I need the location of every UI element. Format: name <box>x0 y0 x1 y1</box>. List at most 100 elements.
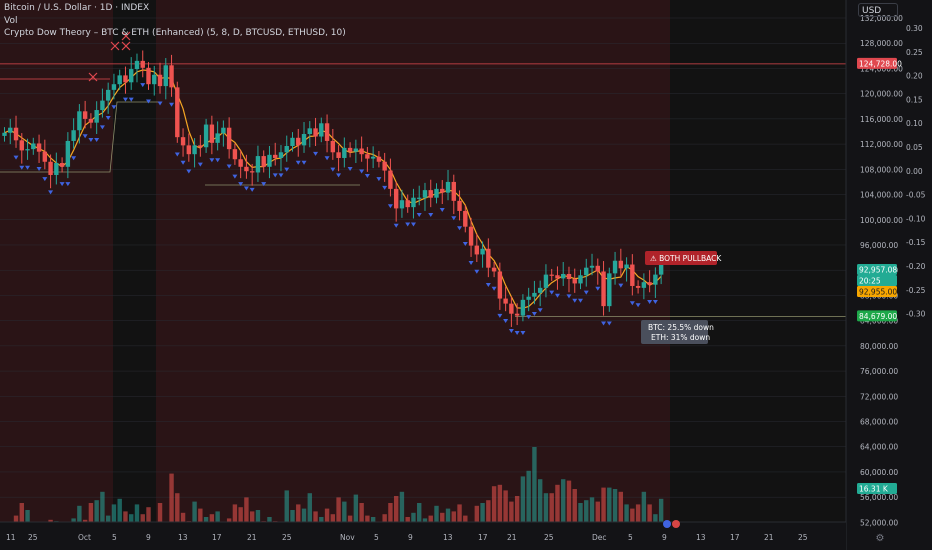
price-tick: 124,000.00 <box>860 64 903 73</box>
candle-body <box>417 197 422 199</box>
signal-triangles <box>13 83 658 335</box>
candle-body <box>31 143 36 150</box>
time-tick: 21 <box>764 533 774 542</box>
candle-body <box>486 248 491 268</box>
volume-badge-text: 16.31 K <box>859 485 889 494</box>
candle-body <box>509 303 514 314</box>
candle-body <box>249 171 255 173</box>
bear-zone-left <box>0 0 113 522</box>
candle-body <box>330 140 336 153</box>
volume-bar <box>658 498 664 538</box>
down-triangle <box>618 283 624 288</box>
volume-bar <box>624 504 629 538</box>
cross-marker <box>88 72 98 82</box>
candle-body <box>411 197 416 208</box>
indicator-tick: -0.05 <box>906 191 926 200</box>
down-triangle <box>301 160 307 165</box>
volume-bar <box>537 479 543 538</box>
down-triangle <box>531 312 537 317</box>
candle-body <box>618 260 624 269</box>
price-tick: 68,000.00 <box>860 418 898 427</box>
drawdown-box <box>641 320 708 344</box>
volume-bar <box>284 490 289 538</box>
down-triangle <box>526 315 532 320</box>
price-tick: 96,000.00 <box>860 241 898 250</box>
candle-body <box>59 163 65 167</box>
time-tick: 21 <box>247 533 257 542</box>
time-tick: 13 <box>443 533 453 542</box>
volume-bar <box>566 480 572 538</box>
price-tick: 112,000.00 <box>860 140 903 149</box>
volume-badge: 16.31 K <box>857 483 897 494</box>
down-triangle <box>347 167 353 172</box>
us-flag-icon <box>663 520 671 528</box>
down-triangle <box>652 300 658 305</box>
candle-body <box>19 140 24 151</box>
candle-body <box>42 151 48 162</box>
candle-body <box>347 147 353 152</box>
down-triangle <box>42 177 48 182</box>
volume-bar <box>94 500 99 538</box>
volume-bar <box>192 501 197 538</box>
candle-body <box>463 210 468 227</box>
prev-price-badge-bg <box>857 286 897 297</box>
down-triangle <box>278 173 284 178</box>
down-triangle <box>313 151 319 156</box>
down-triangle <box>25 165 31 170</box>
volume-bar <box>169 473 174 538</box>
down-triangle <box>647 300 653 305</box>
down-triangle <box>249 187 255 192</box>
volume-bar <box>555 484 560 538</box>
price-tick: 116,000.00 <box>860 115 903 124</box>
resistance-badge-bg <box>857 57 897 69</box>
time-tick: Oct <box>78 533 91 542</box>
indicator-tick: -0.25 <box>906 286 926 295</box>
gear-icon[interactable]: ⚙ <box>875 533 885 544</box>
volume-bar <box>399 491 405 538</box>
down-triangle <box>174 152 180 157</box>
down-triangle <box>410 222 416 227</box>
candle-body <box>370 156 376 159</box>
volume-bar <box>486 500 491 538</box>
volume-bar <box>388 503 393 538</box>
volume-bar <box>19 503 24 538</box>
countdown-badge: 20:25 <box>857 275 897 286</box>
candle-body <box>647 282 652 285</box>
candle-body <box>491 267 497 272</box>
candle-body <box>134 60 140 70</box>
volume-legend: Vol <box>4 16 18 26</box>
down-triangle <box>462 242 468 247</box>
candle-body <box>353 148 359 152</box>
candle-body <box>13 127 19 141</box>
time-tick: 21 <box>507 533 517 542</box>
down-triangle <box>514 330 520 335</box>
candle-body <box>48 161 53 175</box>
volume-bar <box>491 486 497 538</box>
down-triangle <box>416 213 422 218</box>
volume-bar <box>641 491 647 538</box>
candle-body <box>549 274 554 276</box>
down-triangle <box>635 303 641 308</box>
volume-bar <box>549 493 554 538</box>
currency-button[interactable]: USD <box>858 3 898 17</box>
candle-body <box>601 271 606 307</box>
candle-body <box>169 65 174 88</box>
volume-bar <box>543 493 549 538</box>
time-tick: 9 <box>662 533 667 542</box>
indicator-tick: 0.15 <box>906 95 923 104</box>
last-price-badge-text: 92,957.08 <box>859 266 897 275</box>
down-triangle <box>457 226 463 231</box>
volume-bar <box>111 504 117 538</box>
candle-body <box>261 156 266 167</box>
volume-bar <box>359 503 364 538</box>
volume-bar <box>117 498 122 538</box>
candle-body <box>77 111 82 131</box>
time-tick: 9 <box>408 533 413 542</box>
time-tick: 13 <box>696 533 706 542</box>
candle-body <box>532 292 537 297</box>
volume-bar <box>532 447 537 538</box>
candle-body <box>468 226 474 246</box>
candle-body <box>451 181 456 201</box>
